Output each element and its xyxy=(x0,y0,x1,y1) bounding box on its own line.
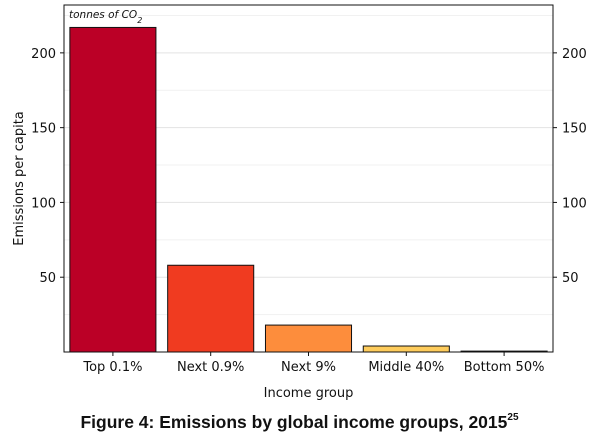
x-tick-label: Top 0.1% xyxy=(82,360,142,375)
y-tick-label-right: 150 xyxy=(562,122,587,137)
emissions-bar-chart: 50 100 150 200 50 100 150 200 Top 0.1% Next 0.9% N… xyxy=(12,4,587,401)
x-axis-title: Income group xyxy=(264,386,354,401)
figure-caption: Figure 4: Emissions by global income gro… xyxy=(0,412,599,433)
unit-label: tonnes of CO2 xyxy=(69,9,142,25)
bar xyxy=(69,26,157,353)
bars xyxy=(69,26,548,353)
y-tick-label-right: 50 xyxy=(562,271,579,286)
y-tick-label-left: 150 xyxy=(31,122,56,137)
y-tick-label-left: 200 xyxy=(31,47,56,62)
caption-footnote: 25 xyxy=(507,412,519,423)
x-tick-label: Next 0.9% xyxy=(177,360,244,375)
bar xyxy=(264,324,353,353)
y-axis-title: Emissions per capita xyxy=(12,111,27,246)
axis-ticks: 50 100 150 200 50 100 150 200 Top 0.1% Next 0.9% N… xyxy=(31,47,587,375)
bar xyxy=(167,264,255,353)
y-tick-label-right: 100 xyxy=(562,196,587,211)
y-tick-label-right: 200 xyxy=(562,47,587,62)
y-tick-label-left: 50 xyxy=(39,271,56,286)
y-tick-label-left: 100 xyxy=(31,196,56,211)
caption-text: Figure 4: Emissions by global income gro… xyxy=(80,412,508,432)
bar xyxy=(362,345,450,353)
x-tick-label: Next 9% xyxy=(281,360,336,375)
x-tick-label: Bottom 50% xyxy=(464,360,545,375)
x-tick-label: Middle 40% xyxy=(368,360,444,375)
